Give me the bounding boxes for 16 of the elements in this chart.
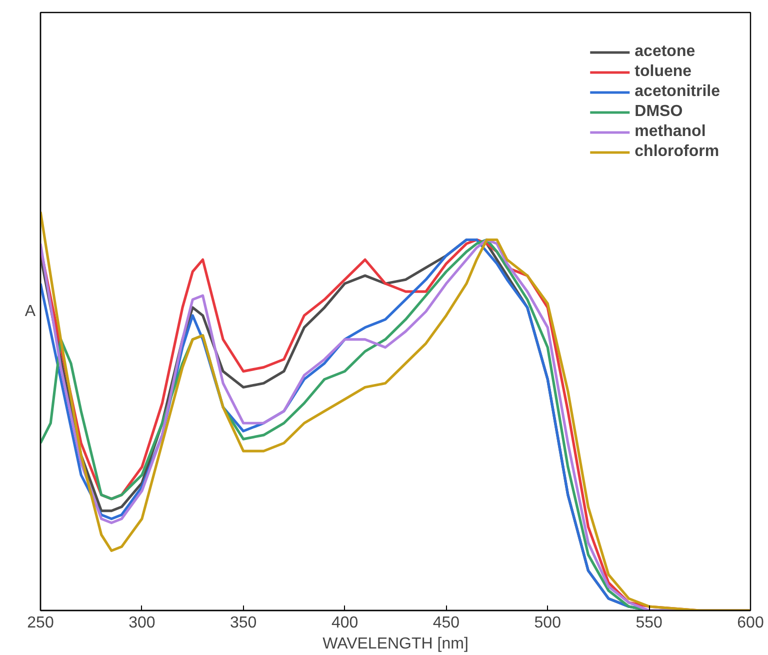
legend-label: acetonitrile bbox=[634, 83, 720, 101]
x-axis-title: WAVELENGTH [nm] bbox=[322, 636, 468, 652]
x-tick-label: 300 bbox=[128, 614, 156, 632]
x-tick-label: 550 bbox=[636, 614, 663, 632]
legend-label: chloroform bbox=[634, 143, 720, 161]
legend-label: toluene bbox=[634, 63, 692, 81]
x-tick-label: 500 bbox=[534, 614, 562, 632]
x-tick-label: 250 bbox=[27, 614, 54, 632]
x-tick-label: 600 bbox=[737, 614, 764, 632]
x-tick-label: 350 bbox=[230, 614, 257, 632]
x-tick-label: 450 bbox=[432, 614, 460, 632]
legend-label: acetone bbox=[634, 43, 696, 61]
legend-label: methanol bbox=[634, 123, 706, 141]
y-axis-title: A bbox=[24, 303, 36, 320]
legend-label: DMSO bbox=[634, 103, 683, 121]
x-tick-label: 400 bbox=[331, 614, 358, 632]
